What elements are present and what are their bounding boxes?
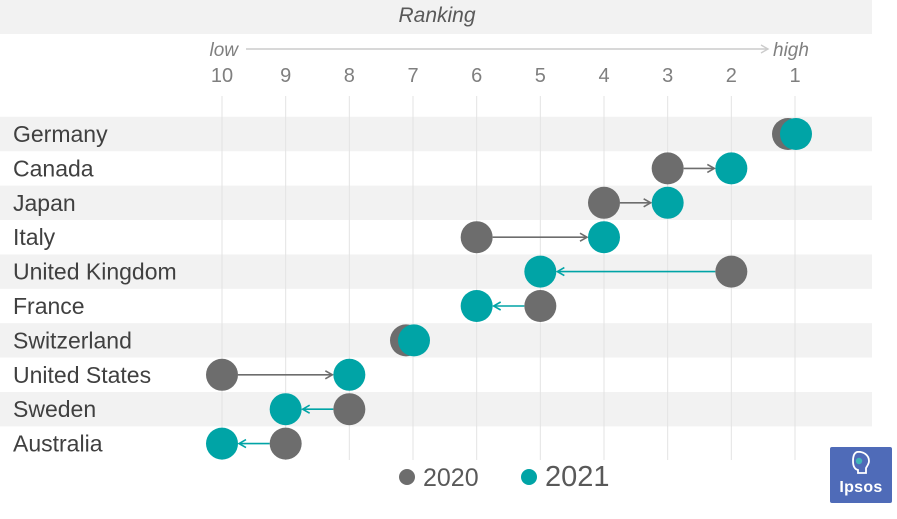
ipsos-head-icon xyxy=(852,451,870,474)
x-tick-label: 7 xyxy=(407,65,418,87)
point-2021 xyxy=(398,324,430,357)
row-band xyxy=(0,185,872,220)
scale-high-label: high xyxy=(773,40,809,61)
point-2021 xyxy=(524,255,557,288)
legend-marker-2020 xyxy=(399,469,415,485)
legend-label-2020: 2020 xyxy=(423,464,479,492)
row-label: Sweden xyxy=(13,396,96,422)
ipsos-logo: Ipsos xyxy=(830,447,892,503)
row-band xyxy=(0,116,872,152)
x-tick-label: 6 xyxy=(471,65,482,87)
legend-marker-2021 xyxy=(521,469,537,485)
row-band xyxy=(0,323,872,358)
chart-title: Ranking xyxy=(398,4,475,27)
point-2021 xyxy=(715,152,748,185)
point-2020 xyxy=(269,427,302,460)
point-2021 xyxy=(780,118,812,150)
x-tick-label: 3 xyxy=(662,65,673,87)
point-2021 xyxy=(269,393,302,426)
title-band xyxy=(0,0,872,34)
scale-low-label: low xyxy=(209,40,239,61)
x-tick-label: 4 xyxy=(598,65,609,87)
row-label: Japan xyxy=(13,190,76,216)
point-2021 xyxy=(651,186,684,219)
point-2021 xyxy=(333,358,366,391)
row-label: United States xyxy=(13,362,151,388)
row-label: France xyxy=(13,293,85,319)
point-2021 xyxy=(206,427,238,460)
x-tick-label: 5 xyxy=(535,65,546,87)
x-tick-label: 1 xyxy=(789,65,800,87)
x-tick-label: 2 xyxy=(726,65,737,87)
x-tick-label: 8 xyxy=(344,65,355,87)
legend-label-2021: 2021 xyxy=(545,461,610,493)
point-2020 xyxy=(524,290,557,322)
row-label: Italy xyxy=(13,224,56,250)
point-2020 xyxy=(588,186,620,219)
row-band xyxy=(0,392,872,427)
x-tick-label: 9 xyxy=(280,65,291,87)
point-2020 xyxy=(715,255,748,288)
x-tick-label: 10 xyxy=(211,65,233,87)
point-2020 xyxy=(206,358,238,391)
row-label: United Kingdom xyxy=(13,259,177,285)
row-label: Switzerland xyxy=(13,327,132,353)
row-label: Germany xyxy=(13,121,108,147)
point-2020 xyxy=(460,221,493,254)
point-2021 xyxy=(588,221,620,254)
point-2021 xyxy=(460,290,493,322)
logo-text: Ipsos xyxy=(839,479,883,496)
point-2020 xyxy=(651,152,684,185)
row-label: Australia xyxy=(13,431,103,457)
row-label: Canada xyxy=(13,155,94,181)
point-2020 xyxy=(333,393,366,426)
